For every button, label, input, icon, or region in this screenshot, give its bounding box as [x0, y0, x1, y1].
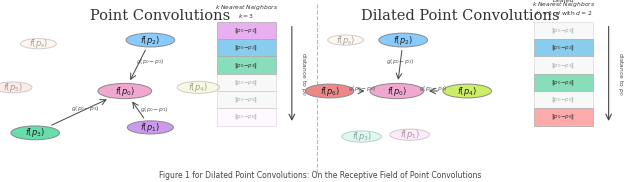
Text: $f(p_{2})$: $f(p_{2})$: [393, 33, 413, 47]
Circle shape: [127, 121, 173, 134]
Circle shape: [342, 131, 381, 142]
Circle shape: [390, 129, 429, 140]
Text: distance to $p_0$: distance to $p_0$: [299, 52, 308, 95]
Text: $\|p_0\!-\!p_{4}\|$: $\|p_0\!-\!p_{4}\|$: [551, 78, 575, 87]
FancyBboxPatch shape: [217, 39, 276, 56]
Text: $f(p_{3})$: $f(p_{3})$: [351, 130, 372, 143]
Text: $g(p_0\!-\!p_{2})$: $g(p_0\!-\!p_{2})$: [136, 57, 165, 66]
FancyBboxPatch shape: [534, 39, 593, 56]
Text: $k$ Nearest Neighbors: $k$ Nearest Neighbors: [532, 1, 595, 9]
FancyBboxPatch shape: [217, 108, 276, 126]
Text: $\|p_0\!-\!p_{2}\|$: $\|p_0\!-\!p_{2}\|$: [551, 43, 575, 52]
FancyBboxPatch shape: [534, 74, 593, 91]
Text: $\|p_0\!-\!p_{2}\|$: $\|p_0\!-\!p_{2}\|$: [234, 43, 259, 52]
Text: $f(p_{3})$: $f(p_{3})$: [25, 126, 45, 139]
FancyBboxPatch shape: [217, 22, 276, 39]
Text: $f(p_{0})$: $f(p_{0})$: [387, 84, 407, 98]
Text: $\|p_0\!-\!p_{6}\|$: $\|p_0\!-\!p_{6}\|$: [234, 112, 259, 121]
FancyBboxPatch shape: [217, 74, 276, 91]
Text: $\|p_0\!-\!p_{6}\|$: $\|p_0\!-\!p_{6}\|$: [551, 112, 575, 121]
Circle shape: [0, 82, 32, 93]
Text: $f(p_{4})$: $f(p_{4})$: [457, 84, 477, 98]
Text: $g(p_0\!-\!p_{6})$: $g(p_0\!-\!p_{6})$: [348, 84, 376, 93]
Text: $g(p_0\!-\!p_{1})$: $g(p_0\!-\!p_{1})$: [140, 105, 168, 114]
Circle shape: [443, 84, 492, 98]
Text: $\|p_0\!-\!p_{3}\|$: $\|p_0\!-\!p_{3}\|$: [234, 61, 259, 70]
FancyBboxPatch shape: [217, 91, 276, 108]
Circle shape: [177, 81, 220, 93]
Text: $k'=3\cdot d$ with $d=2$: $k'=3\cdot d$ with $d=2$: [534, 10, 592, 18]
FancyBboxPatch shape: [534, 22, 593, 39]
Text: $f(p_{0})$: $f(p_{0})$: [115, 84, 135, 98]
Text: $k = 3$: $k = 3$: [238, 12, 255, 20]
Text: $g(p_0\!-\!p_{2})$: $g(p_0\!-\!p_{2})$: [386, 57, 414, 66]
Circle shape: [11, 126, 60, 140]
Text: $f(p_{s})$: $f(p_{s})$: [29, 37, 48, 50]
Text: $g(p_0\!-\!p_{4})$: $g(p_0\!-\!p_{4})$: [419, 84, 447, 93]
Circle shape: [98, 83, 152, 99]
Text: $\|p_0\!-\!p_{5}\|$: $\|p_0\!-\!p_{5}\|$: [551, 95, 575, 104]
Text: $f(p_{4})$: $f(p_{4})$: [188, 81, 209, 94]
Text: $\|p_0\!-\!p_{1}\|$: $\|p_0\!-\!p_{1}\|$: [234, 26, 259, 35]
Text: $\|p_0\!-\!p_{1}\|$: $\|p_0\!-\!p_{1}\|$: [551, 26, 575, 35]
FancyBboxPatch shape: [534, 91, 593, 108]
Text: Dilated Point Convolutions: Dilated Point Convolutions: [362, 9, 560, 23]
Text: Dilated: Dilated: [552, 0, 574, 3]
Circle shape: [20, 39, 56, 49]
Text: Point Convolutions: Point Convolutions: [90, 9, 230, 23]
Circle shape: [328, 35, 364, 45]
Circle shape: [379, 33, 428, 47]
FancyBboxPatch shape: [217, 56, 276, 74]
Text: $\|p_0\!-\!p_{5}\|$: $\|p_0\!-\!p_{5}\|$: [234, 95, 259, 104]
Text: distance to $p_0$: distance to $p_0$: [616, 52, 625, 95]
Text: $f(p_{5})$: $f(p_{5})$: [3, 81, 23, 94]
Text: $\|p_0\!-\!p_{4}\|$: $\|p_0\!-\!p_{4}\|$: [234, 78, 259, 87]
FancyBboxPatch shape: [534, 108, 593, 126]
Text: $f(p_{s})$: $f(p_{s})$: [336, 33, 355, 47]
Circle shape: [370, 83, 424, 99]
Circle shape: [305, 84, 354, 98]
Circle shape: [126, 33, 175, 47]
Text: Figure 1 for Dilated Point Convolutions: On the Receptive Field of Point Convolu: Figure 1 for Dilated Point Convolutions:…: [159, 171, 481, 180]
Text: $f(p_{1})$: $f(p_{1})$: [140, 121, 161, 134]
Text: $\|p_0\!-\!p_{3}\|$: $\|p_0\!-\!p_{3}\|$: [551, 61, 575, 70]
Text: $f(p_{2})$: $f(p_{2})$: [140, 33, 161, 47]
Text: $f(p_{1})$: $f(p_{1})$: [399, 128, 420, 141]
Text: $f(p_{6})$: $f(p_{6})$: [319, 84, 340, 98]
FancyBboxPatch shape: [534, 56, 593, 74]
Text: $g(p_0\!-\!p_{3})$: $g(p_0\!-\!p_{3})$: [72, 104, 100, 113]
Text: $k$ Nearest Neighbors: $k$ Nearest Neighbors: [215, 3, 278, 12]
